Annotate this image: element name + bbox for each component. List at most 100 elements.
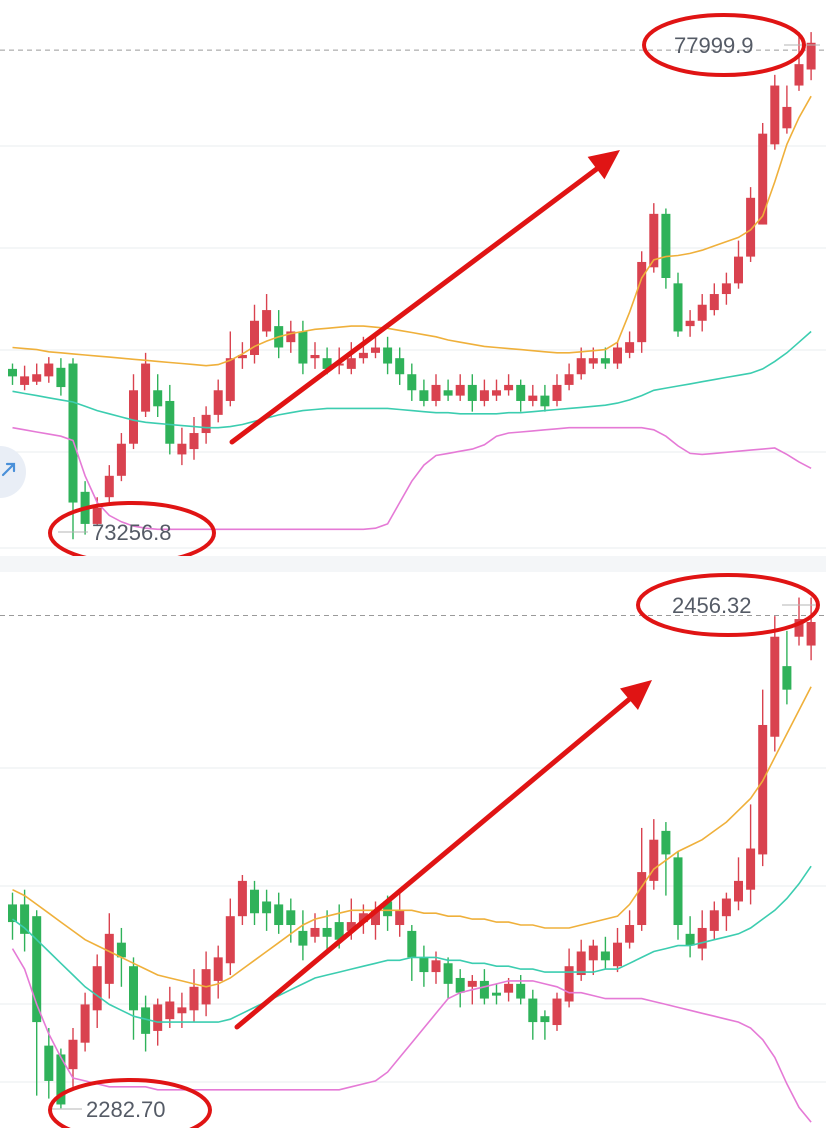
candle-down — [153, 390, 163, 407]
trend-arrow-line — [229, 159, 609, 445]
candle-up — [613, 942, 622, 967]
candle-up — [576, 951, 586, 976]
band-middle — [12, 330, 812, 429]
candle-up — [358, 352, 368, 359]
candle-up — [225, 358, 235, 401]
candle-up — [467, 980, 477, 987]
candle-up — [794, 64, 804, 86]
candle-down — [467, 384, 477, 401]
candle-down — [262, 901, 272, 914]
band-lower — [12, 426, 812, 531]
candle-up — [189, 986, 199, 1011]
candle-up — [492, 390, 501, 396]
candle-up — [685, 320, 695, 327]
candle-up — [734, 256, 743, 284]
candle-up — [709, 294, 719, 311]
candle-up — [44, 363, 54, 377]
candle-up — [237, 354, 247, 359]
candle-up — [552, 998, 562, 1026]
btc-chart-panel: 77999.9 73256.8 — [0, 0, 826, 556]
low-price-circle — [48, 501, 216, 556]
candle-up — [80, 1004, 90, 1043]
candle-up — [92, 507, 102, 524]
candle-up — [286, 331, 296, 343]
candle-down — [516, 384, 526, 401]
candle-down — [661, 830, 671, 855]
candle-down — [443, 390, 453, 396]
candle-down — [407, 930, 417, 958]
candle-up — [237, 880, 247, 917]
candle-up — [504, 384, 514, 391]
candle-up — [250, 320, 259, 355]
candle-up — [310, 927, 320, 937]
candle-up — [564, 966, 574, 1002]
candle-up — [177, 443, 187, 455]
candle-up — [504, 983, 514, 993]
candle-up — [721, 283, 731, 295]
candle-up — [746, 848, 756, 890]
candle-up — [92, 966, 102, 1011]
candle-down — [782, 666, 792, 690]
candle-up — [649, 839, 659, 881]
candle-up — [262, 310, 272, 332]
candle-up — [709, 910, 719, 931]
candle-up — [141, 363, 151, 412]
candle-up — [697, 304, 707, 321]
high-price-circle — [642, 13, 806, 77]
candle-down — [419, 957, 429, 973]
band-upper — [12, 686, 812, 988]
candle-up — [588, 358, 598, 364]
trend-arrow-line — [234, 689, 641, 1030]
candle-down — [685, 933, 695, 946]
candle-down — [129, 966, 138, 1011]
candle-down — [165, 400, 175, 444]
candle-up — [431, 960, 441, 973]
candle-up — [177, 1007, 187, 1014]
candle-up — [479, 390, 489, 401]
candle-up — [794, 619, 804, 637]
candle-down — [322, 358, 332, 369]
candle-up — [734, 880, 743, 902]
candle-up — [116, 443, 126, 476]
candle-up — [697, 927, 707, 949]
candle-up — [637, 261, 647, 343]
candle-down — [383, 347, 393, 364]
band-upper — [12, 95, 812, 367]
candle-down — [661, 213, 671, 278]
candle-down — [492, 992, 501, 996]
candle-up — [576, 358, 586, 375]
candle-up — [68, 1039, 78, 1070]
candlestick-chart-bottom: 2456.32 2282.70 — [0, 573, 826, 1128]
candle-down — [68, 363, 78, 503]
candle-down — [540, 1016, 550, 1023]
candle-down — [8, 904, 17, 923]
high-price-label: 2456.32 — [672, 593, 752, 618]
candle-down — [116, 942, 126, 958]
candle-up — [770, 636, 780, 737]
candle-up — [213, 957, 223, 981]
candle-down — [250, 889, 259, 914]
candle-down — [383, 901, 393, 917]
candle-down — [479, 980, 489, 999]
candle-up — [431, 384, 441, 401]
candle-up — [758, 724, 768, 855]
candle-up — [613, 347, 622, 364]
low-price-label: 2282.70 — [86, 1097, 166, 1122]
candle-down — [44, 1045, 54, 1081]
candle-up — [129, 390, 138, 444]
trend-arrow-head — [587, 150, 620, 180]
candle-up — [371, 910, 380, 926]
candle-down — [600, 951, 610, 961]
candle-up — [746, 197, 756, 257]
candle-down — [32, 916, 42, 1023]
candle-up — [806, 622, 816, 646]
candle-up — [201, 414, 211, 434]
candle-up — [358, 913, 368, 923]
panel-divider — [0, 556, 826, 572]
candle-down — [20, 904, 30, 934]
candle-up — [213, 390, 223, 415]
candle-down — [56, 367, 66, 388]
candle-down — [540, 395, 550, 407]
candle-down — [395, 358, 405, 375]
candle-down — [673, 283, 683, 332]
